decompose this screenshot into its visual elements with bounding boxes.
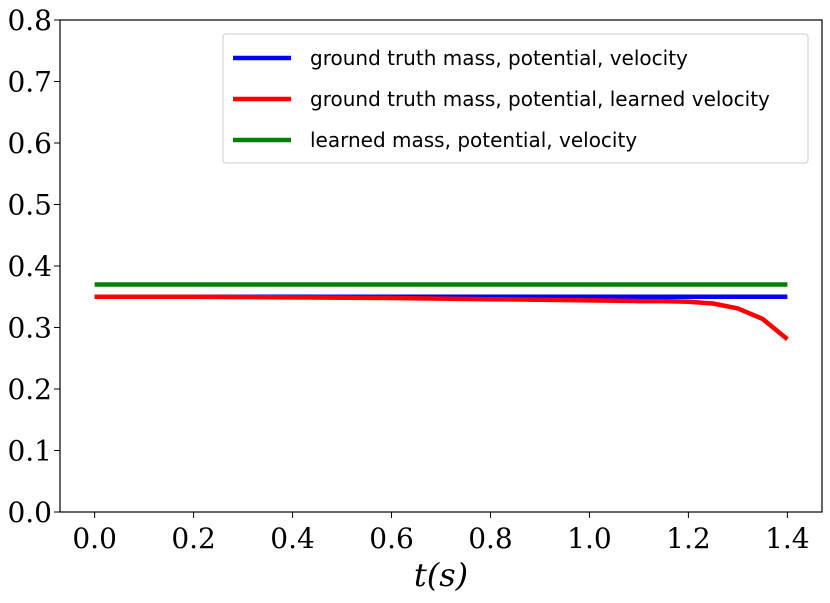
y-tick-label: 0.1 xyxy=(7,435,52,468)
x-tick-label: 0.4 xyxy=(270,522,315,555)
y-tick-label: 0.8 xyxy=(7,4,52,37)
legend-label-1: ground truth mass, potential, velocity xyxy=(310,46,688,70)
x-axis-title: t(s) xyxy=(414,556,468,594)
axis-ticks: 0.0 0.2 0.4 0.6 0.8 1.0 1.2 1.4 0.0 0.1 0.2 0.3 0.4 0… xyxy=(7,4,809,555)
legend-label-2: ground truth mass, potential, learned ve… xyxy=(310,87,770,111)
x-tick-label: 1.2 xyxy=(666,522,711,555)
x-tick-label: 0.2 xyxy=(171,522,216,555)
x-tick-label: 0.8 xyxy=(468,522,513,555)
y-tick-label: 0.7 xyxy=(7,66,52,99)
x-tick-label: 1.4 xyxy=(765,522,810,555)
legend: ground truth mass, potential, velocity gr… xyxy=(222,33,809,164)
y-tick-label: 0.2 xyxy=(7,373,52,406)
legend-label-3: learned mass, potential, velocity xyxy=(310,128,637,152)
x-tick-label: 0.0 xyxy=(72,522,117,555)
x-tick-label: 1.0 xyxy=(567,522,612,555)
y-tick-label: 0.5 xyxy=(7,189,52,222)
y-tick-label: 0.6 xyxy=(7,127,52,160)
series-line-2 xyxy=(94,294,789,341)
plot-marks xyxy=(94,282,789,341)
x-tick-label: 0.6 xyxy=(369,522,414,555)
y-tick-label: 0.3 xyxy=(7,312,52,345)
legend-box xyxy=(222,33,809,164)
y-tick-label: 0.0 xyxy=(7,496,52,529)
y-tick-label: 0.4 xyxy=(7,250,52,283)
